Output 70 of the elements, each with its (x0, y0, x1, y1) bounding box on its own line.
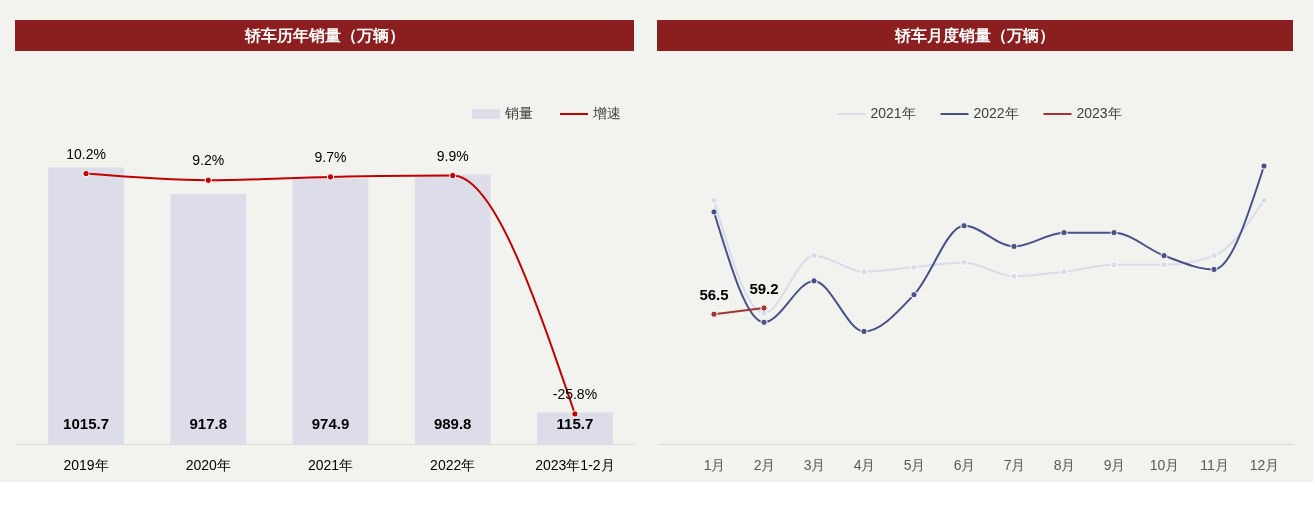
point (860, 268, 868, 276)
point (1110, 229, 1118, 237)
point (1110, 261, 1118, 269)
data-label: 59.2 (749, 280, 779, 298)
x-tick-label: 2020年 (185, 456, 231, 473)
chart-title: 轿车月度销量（万辆） (894, 25, 1055, 45)
data-label: 989.8 (433, 415, 472, 432)
x-tick-label: 8月 (1053, 456, 1076, 473)
point (1210, 265, 1218, 274)
point (1260, 162, 1268, 170)
legend-label: 2021年 (870, 105, 916, 121)
x-tick-label: 2月 (753, 456, 776, 473)
point (810, 251, 818, 260)
data-label: 1015.7 (63, 415, 110, 432)
x-tick-label: 3月 (803, 456, 826, 473)
point (910, 291, 918, 299)
bar (48, 167, 124, 444)
legend-label: 2022年 (973, 105, 1019, 121)
point (1260, 196, 1268, 205)
legend-label: 销量 (504, 105, 533, 121)
legend-label: 增速 (592, 105, 621, 121)
point (1010, 242, 1018, 251)
data-label: 974.9 (311, 415, 350, 432)
point (1160, 261, 1168, 269)
x-tick-label: 10月 (1149, 456, 1180, 473)
point (1060, 229, 1068, 237)
point (760, 318, 768, 326)
point (326, 173, 335, 181)
x-tick-label: 2022年 (430, 456, 476, 473)
point (960, 258, 968, 267)
x-tick-label: 12月 (1249, 456, 1280, 473)
point (204, 176, 212, 184)
x-tick-label: 2023年1-2月 (535, 456, 615, 473)
x-tick-label: 11月 (1200, 456, 1229, 473)
data-label: 9.2% (192, 152, 225, 169)
point (710, 310, 718, 318)
point (760, 304, 768, 312)
point (710, 196, 718, 205)
x-tick-label: 7月 (1003, 456, 1026, 473)
data-label: 115.7 (556, 415, 594, 432)
point (810, 277, 818, 285)
point (82, 169, 90, 178)
bar (292, 178, 369, 444)
point (1210, 251, 1218, 260)
point (910, 263, 918, 271)
data-label: 9.9% (436, 147, 469, 164)
x-tick-label: 5月 (903, 456, 926, 473)
point (860, 327, 868, 336)
data-label: 9.7% (314, 148, 347, 165)
x-tick-label: 4月 (853, 456, 876, 473)
x-tick-label: 6月 (953, 456, 976, 473)
bar (414, 174, 491, 444)
bar (170, 194, 247, 444)
point (1160, 251, 1168, 260)
point (449, 171, 457, 180)
bar (537, 412, 613, 444)
x-tick-label: 2019年 (63, 456, 109, 473)
x-tick-label: 1月 (703, 456, 726, 473)
x-tick-label: 9月 (1103, 456, 1126, 473)
point (1060, 268, 1068, 276)
point (710, 208, 718, 216)
data-label: 917.8 (189, 415, 228, 432)
data-label: 56.5 (699, 286, 729, 304)
point (571, 410, 579, 418)
x-tick-label: 2021年 (307, 456, 354, 473)
legend-label: 2023年 (1076, 105, 1122, 121)
data-label: 10.2% (66, 145, 106, 162)
chart-title: 轿车历年销量（万辆） (243, 26, 405, 45)
point (1010, 272, 1018, 280)
point (960, 222, 968, 230)
